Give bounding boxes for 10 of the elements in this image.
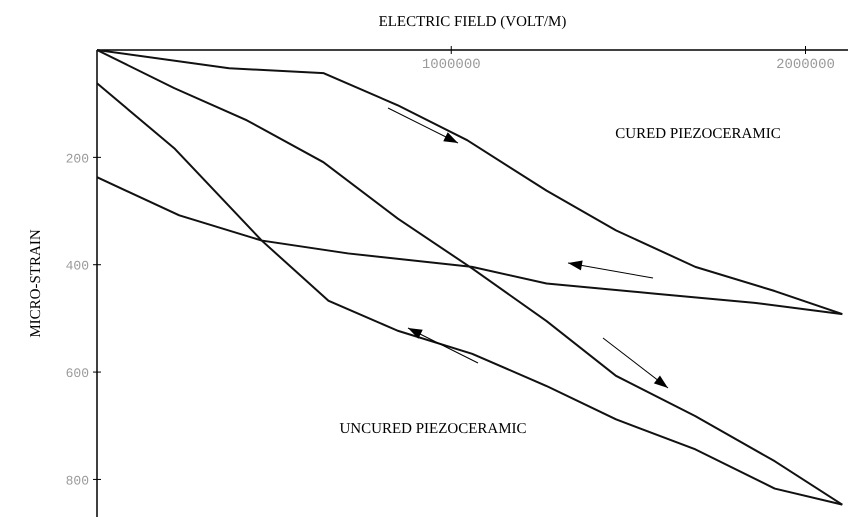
x-tick-label: 2000000 xyxy=(776,57,835,73)
x-axis-title: ELECTRIC FIELD (VOLT/M) xyxy=(378,14,566,30)
y-tick-label: 200 xyxy=(66,151,89,166)
y-tick-label: 400 xyxy=(66,258,89,274)
annotation: UNCURED PIEZOCERAMIC xyxy=(339,421,527,437)
x-tick-label: 1000000 xyxy=(422,57,481,73)
y-axis-title: MICRO-STRAIN xyxy=(28,229,44,338)
annotation: CURED PIEZOCERAMIC xyxy=(615,126,781,142)
y-tick-label: 600 xyxy=(66,366,89,382)
y-tick-label: 800 xyxy=(66,473,89,488)
